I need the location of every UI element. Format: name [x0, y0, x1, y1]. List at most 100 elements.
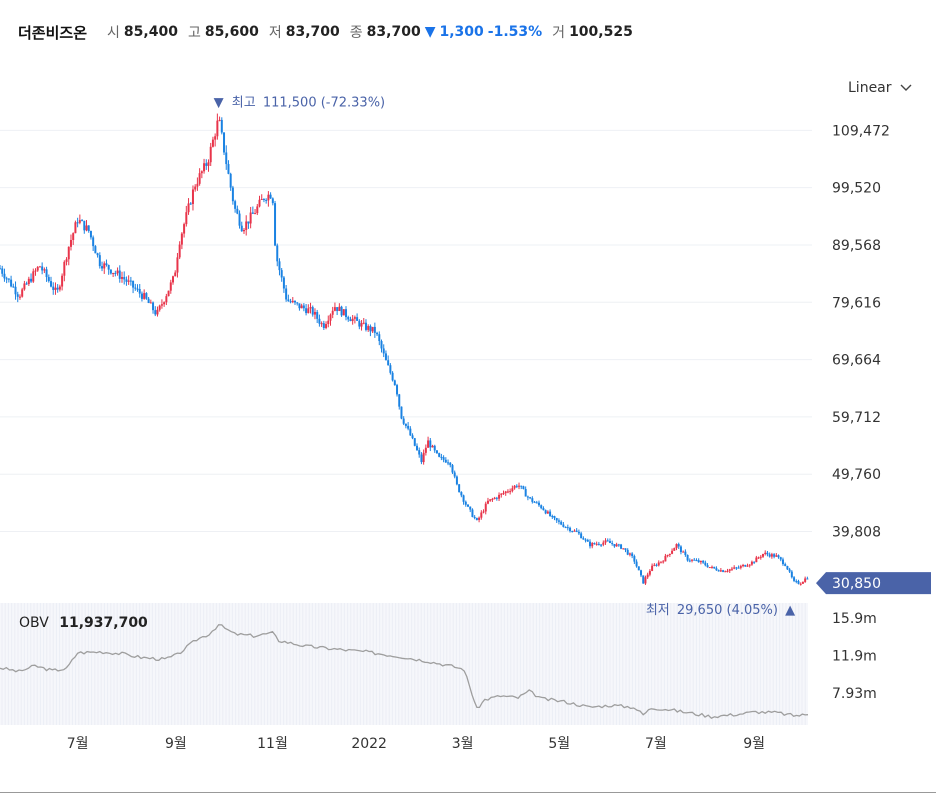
candle-body	[739, 566, 742, 568]
close-value: 83,700	[366, 24, 421, 40]
candle-body	[640, 570, 643, 576]
candle-body	[564, 526, 567, 528]
candle-body	[722, 570, 725, 572]
candle-body	[451, 465, 454, 473]
candle-body	[267, 194, 270, 201]
candle-body	[7, 278, 10, 280]
candle-body	[169, 282, 172, 291]
candle-body	[586, 539, 589, 542]
candle-body	[447, 462, 450, 464]
candle-body	[624, 548, 627, 550]
candle-body	[214, 136, 217, 140]
candle-body	[608, 541, 611, 544]
candle-body	[702, 560, 705, 563]
candle-body	[218, 119, 221, 121]
candle-body	[431, 445, 434, 448]
candle-body	[229, 173, 232, 188]
candle-body	[83, 220, 86, 231]
candle-body	[276, 245, 279, 262]
candle-body	[196, 183, 199, 187]
candle-body	[489, 499, 492, 501]
candle-body	[358, 320, 361, 327]
candle-body	[158, 305, 161, 310]
price-summary-header: 더존비즈온 시 85,400 고 85,600 저 83,700 종 83,70…	[18, 22, 633, 42]
candle-body	[615, 544, 618, 547]
candle-body	[329, 314, 332, 321]
candle-body	[291, 300, 294, 303]
candle-body	[522, 486, 525, 490]
candle-body	[566, 527, 569, 529]
candle-body	[438, 453, 441, 457]
candle-body	[504, 491, 507, 494]
candle-body	[513, 485, 516, 489]
obv-tick-label: 11.9m	[832, 649, 877, 665]
candle-body	[345, 309, 348, 318]
candle-body	[697, 560, 700, 563]
candle-body	[475, 518, 478, 520]
candle-body	[32, 271, 35, 282]
candle-body	[21, 289, 24, 297]
candle-body	[147, 298, 150, 303]
candle-body	[43, 269, 46, 271]
candle-body	[223, 132, 226, 153]
candle-body	[318, 318, 321, 324]
candle-body	[313, 312, 316, 315]
scale-selector-label: Linear	[848, 80, 892, 96]
candle-body	[533, 501, 536, 503]
candle-body	[531, 498, 534, 502]
candle-body	[695, 560, 698, 562]
candle-body	[520, 485, 523, 487]
price-tick-label: 99,520	[832, 181, 881, 197]
candle-body	[107, 265, 110, 270]
candle-body	[12, 286, 15, 288]
candle-body	[478, 517, 481, 520]
candle-body	[606, 540, 609, 542]
candle-body	[389, 365, 392, 373]
price-tick-label: 59,712	[832, 410, 881, 426]
candle-body	[591, 543, 594, 547]
candle-body	[145, 293, 148, 299]
candle-body	[249, 212, 252, 224]
candle-body	[54, 287, 57, 290]
max-label: 최고	[232, 96, 256, 111]
candle-body	[251, 212, 254, 214]
candle-body	[271, 198, 274, 204]
time-tick-label: 7월	[67, 736, 89, 752]
candle-body	[524, 489, 527, 497]
candle-body	[433, 445, 436, 451]
max-value: 111,500 (-72.33%)	[263, 96, 385, 111]
scale-selector[interactable]: Linear	[848, 80, 912, 96]
candle-body	[282, 277, 285, 289]
candle-body	[464, 501, 467, 505]
candle-body	[307, 308, 310, 314]
candle-body	[455, 476, 458, 485]
candle-body	[733, 567, 736, 569]
candle-body	[529, 497, 532, 499]
candle-body	[176, 257, 179, 273]
candle-body	[473, 516, 476, 519]
candle-body	[460, 492, 463, 496]
candle-body	[582, 538, 585, 540]
candle-body	[620, 544, 623, 549]
candle-body	[770, 554, 773, 557]
obv-series	[0, 624, 809, 719]
candle-body	[462, 495, 465, 502]
stock-name: 더존비즈온	[18, 23, 88, 42]
candle-body	[340, 306, 343, 316]
candle-body	[628, 553, 631, 555]
candle-body	[72, 233, 75, 240]
candle-body	[247, 221, 250, 224]
candle-body	[123, 277, 126, 280]
obv-line	[0, 624, 809, 719]
candle-body	[0, 268, 1, 270]
candle-body	[420, 454, 423, 463]
last-price-tag	[816, 572, 931, 595]
candle-body	[646, 574, 649, 578]
candle-body	[52, 286, 55, 290]
candle-body	[604, 540, 607, 543]
candle-body	[398, 394, 401, 407]
candle-body	[671, 550, 674, 554]
obv-legend-label: OBV	[19, 615, 49, 631]
candle-body	[174, 272, 177, 277]
